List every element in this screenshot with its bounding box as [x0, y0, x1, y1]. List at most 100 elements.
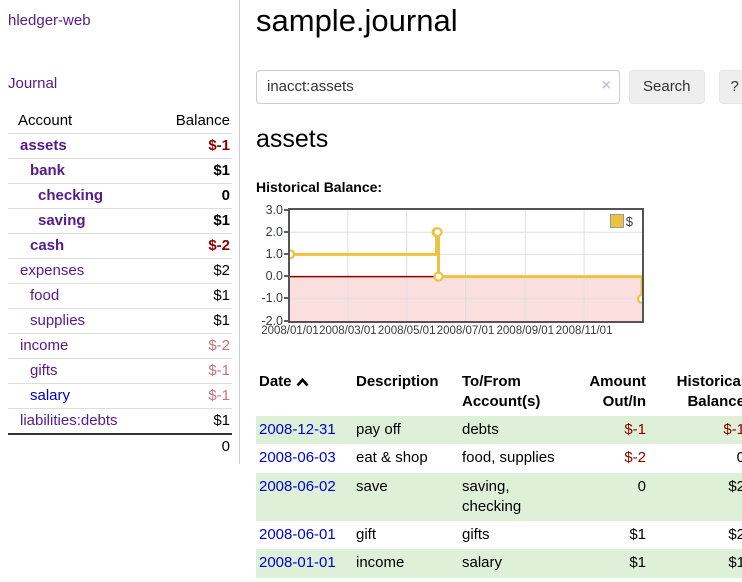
register-row: 2008-06-02 save saving, checking 0 $2: [256, 472, 742, 522]
clear-search-icon[interactable]: ×: [601, 76, 611, 94]
x-tick-label: 2008/05/01: [377, 324, 436, 337]
y-tick-label: -1.0: [261, 291, 283, 306]
x-tick-label: 2008/01/01: [261, 324, 319, 337]
legend-label: $: [625, 213, 633, 229]
transaction-description: eat & shop: [356, 449, 428, 467]
transaction-accounts: gifts: [462, 526, 490, 544]
account-row: saving $1: [8, 208, 232, 234]
transaction-accounts: saving, checking: [462, 477, 522, 515]
search-button[interactable]: Search: [629, 69, 705, 104]
transaction-description: income: [356, 554, 405, 572]
x-tick-label: 2008/09/01: [496, 324, 555, 337]
account-balance: $-1: [156, 383, 232, 409]
account-balance: $2: [156, 258, 232, 284]
accounts-header-balance: Balance: [156, 109, 232, 134]
transaction-amount: 0: [637, 477, 646, 495]
account-link[interactable]: food: [30, 287, 60, 304]
register-header-row: Date Description To/From Account(s) Amou…: [256, 368, 742, 417]
transaction-amount: $1: [629, 526, 646, 544]
y-tick-label: 2.0: [265, 224, 283, 239]
y-tick-label: 3.0: [265, 202, 283, 217]
account-balance: $-2: [156, 333, 232, 359]
chart-canvas: [290, 209, 642, 321]
register-header-amount: Amount Out/In: [589, 372, 646, 410]
account-row: supplies $1: [8, 308, 232, 334]
transaction-balance: $1: [728, 554, 742, 572]
search-input[interactable]: [256, 69, 620, 104]
account-balance: $-1: [156, 358, 232, 384]
register-header-date[interactable]: Date: [256, 368, 353, 417]
chart-legend: $: [609, 213, 633, 229]
help-button[interactable]: ?: [718, 69, 742, 104]
transaction-date-link[interactable]: 2008-06-01: [259, 526, 336, 544]
x-tick-label: 2008/03/01: [319, 324, 377, 337]
transaction-date-link[interactable]: 2008-06-02: [259, 477, 336, 495]
transaction-description: save: [356, 477, 388, 495]
account-link[interactable]: gifts: [30, 362, 58, 379]
account-row: food $1: [8, 283, 232, 309]
app-title-link[interactable]: hledger-web: [8, 12, 91, 29]
register-row: 2008-12-31 pay off debts $-1 $-1: [256, 416, 742, 445]
transaction-balance: $2: [728, 526, 742, 544]
account-heading: assets: [256, 124, 329, 153]
account-link[interactable]: liabilities:debts: [20, 412, 118, 429]
accounts-total-balance: 0: [156, 433, 232, 458]
account-link[interactable]: saving: [38, 212, 86, 229]
page-title: sample.journal: [256, 3, 458, 38]
sidebar-journal: Journal: [8, 75, 232, 92]
account-row: income $-2: [8, 333, 232, 359]
account-link[interactable]: salary: [30, 387, 71, 404]
account-row: salary $-1: [8, 383, 232, 409]
account-link[interactable]: bank: [30, 162, 66, 179]
search-form: × Search ?: [256, 69, 742, 104]
transaction-description: pay off: [356, 421, 401, 439]
accounts-header-account: Account: [8, 109, 157, 134]
account-balance: $1: [156, 283, 232, 309]
transaction-date-link[interactable]: 2008-01-01: [259, 554, 336, 572]
account-row: checking 0: [8, 183, 232, 209]
account-row: bank $1: [8, 158, 232, 184]
transaction-accounts: salary: [462, 554, 503, 572]
account-link[interactable]: expenses: [20, 262, 85, 279]
account-balance: 0: [156, 183, 232, 209]
register-header-accounts: To/From Account(s): [462, 372, 541, 410]
account-balance: $-1: [156, 133, 232, 159]
account-balance: $1: [156, 158, 232, 184]
chart-y-axis: 3.0 2.0 1.0 0.0 -1.0 -2.0: [256, 203, 288, 328]
register-row: 2008-01-01 income salary $1 $1: [256, 549, 742, 578]
y-tick-label: -2.0: [261, 313, 283, 328]
account-link[interactable]: supplies: [30, 312, 86, 329]
x-tick-label: 2008/07/01: [436, 324, 495, 337]
legend-swatch-icon: [609, 214, 624, 229]
transaction-date-link[interactable]: 2008-06-03: [259, 449, 336, 467]
accounts-header-row: Account Balance: [8, 109, 232, 134]
register-header-balance: Historical Balance: [676, 372, 742, 410]
account-balance: $1: [213, 412, 230, 429]
transaction-accounts: food, supplies: [462, 449, 555, 467]
account-link[interactable]: income: [20, 337, 69, 354]
account-link[interactable]: assets: [20, 137, 67, 154]
register-header-description: Description: [356, 372, 439, 390]
account-balance: $1: [156, 208, 232, 234]
app-title: hledger-web: [8, 12, 232, 29]
sidebar: hledger-web Journal Account Balance asse…: [0, 0, 240, 464]
transaction-amount: $-2: [624, 449, 646, 467]
account-link[interactable]: checking: [38, 187, 104, 204]
transaction-date-link[interactable]: 2008-12-31: [259, 421, 336, 439]
main-content: sample.journal × Search ? assets Histori…: [240, 0, 742, 578]
x-tick-label: 2008/11/01: [555, 324, 613, 337]
sort-ascending-icon: [296, 374, 309, 391]
y-tick-label: 0.0: [265, 269, 283, 284]
historical-balance-chart: 3.0 2.0 1.0 0.0 -1.0 -2.0 $ 2008/01/01 2008/03…: [256, 203, 742, 341]
account-link[interactable]: cash: [30, 237, 65, 254]
account-row: expenses $2: [8, 258, 232, 284]
account-balance: $-2: [156, 233, 232, 259]
transaction-description: gift: [356, 526, 377, 544]
register-row: 2008-06-03 eat & shop food, supplies $-2 0: [256, 444, 742, 472]
y-tick-label: 1.0: [265, 247, 283, 262]
chart-title: Historical Balance:: [256, 178, 383, 195]
chart-plot-area: $: [288, 207, 644, 323]
chart-x-axis: 2008/01/01 2008/03/01 2008/05/01 2008/07/01…: [256, 323, 742, 341]
journal-link[interactable]: Journal: [8, 75, 58, 92]
